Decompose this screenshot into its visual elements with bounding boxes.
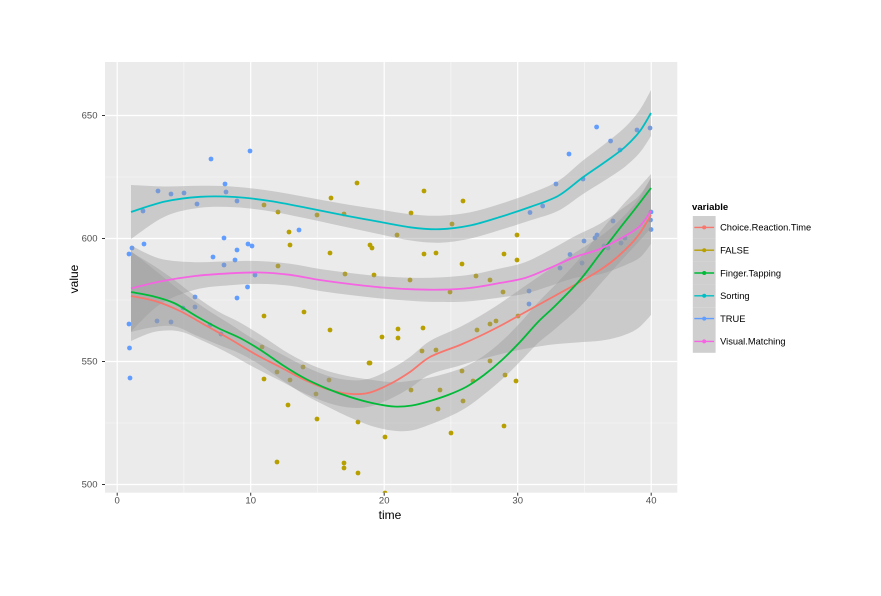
svg-text:500: 500	[82, 480, 98, 491]
svg-text:Visual.Matching: Visual.Matching	[720, 337, 785, 347]
svg-text:Choice.Reaction.Time: Choice.Reaction.Time	[720, 223, 811, 233]
svg-text:FALSE: FALSE	[720, 246, 749, 256]
svg-text:40: 40	[646, 496, 657, 507]
svg-text:variable: variable	[692, 202, 728, 213]
svg-text:30: 30	[512, 496, 523, 507]
svg-text:TRUE: TRUE	[720, 314, 745, 324]
svg-text:10: 10	[245, 496, 256, 507]
svg-text:600: 600	[82, 234, 98, 245]
svg-text:Sorting: Sorting	[720, 291, 749, 301]
svg-text:Finger.Tapping: Finger.Tapping	[720, 268, 781, 278]
svg-text:20: 20	[379, 496, 390, 507]
svg-text:value: value	[67, 264, 81, 293]
svg-text:550: 550	[82, 357, 98, 368]
svg-text:650: 650	[82, 111, 98, 122]
svg-text:0: 0	[115, 496, 120, 507]
svg-text:time: time	[379, 508, 402, 522]
